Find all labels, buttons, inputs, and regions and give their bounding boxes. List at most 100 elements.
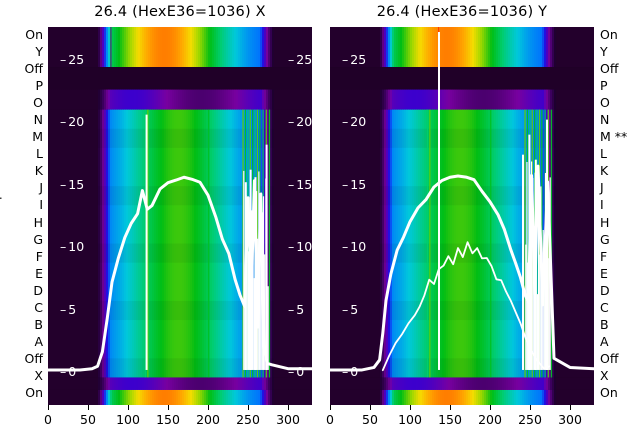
category-tick-k: K — [600, 163, 609, 179]
category-tick-e: E — [600, 265, 608, 281]
category-tick-j: J — [39, 180, 43, 196]
y-tick-label: –20 — [288, 114, 313, 130]
x-tick-mark — [570, 405, 571, 410]
x-tick-label: 50 — [80, 412, 96, 427]
x-tick-mark — [330, 405, 331, 410]
x-tick-label: 300 — [276, 412, 300, 427]
x-tick-mark — [48, 405, 49, 410]
category-tick-o: O — [600, 95, 610, 111]
x-tick-label: 0 — [44, 412, 52, 427]
y-tick-label: –20 — [60, 114, 85, 130]
panel-x-canvas — [48, 27, 312, 405]
y-tick-label: –5 — [288, 301, 305, 317]
y-tick-label: –0 — [60, 364, 77, 380]
category-tick-x: X — [34, 367, 43, 383]
x-tick-mark — [450, 405, 451, 410]
y-tick-label: –15 — [342, 176, 367, 192]
category-tick-a: A — [34, 333, 43, 349]
category-tick-b: B — [34, 316, 43, 332]
x-tick-label: 100 — [116, 412, 140, 427]
y-tick-label: –25 — [342, 51, 367, 67]
x-tick-label: 0 — [326, 412, 334, 427]
category-tick-a: A — [600, 333, 609, 349]
x-tick-label: 200 — [196, 412, 220, 427]
category-tick-e: E — [35, 265, 43, 281]
category-tick-on: On — [25, 27, 43, 42]
panel-y-xaxis: 0 50 100 150 200 250 300 — [326, 405, 594, 439]
category-tick-d: D — [600, 282, 610, 298]
x-tick-label: 300 — [558, 412, 582, 427]
category-tick-y: Y — [600, 44, 608, 60]
x-tick-mark — [248, 405, 249, 410]
y-tick-label: –20 — [342, 114, 367, 130]
panel-x-xaxis: 0 50 100 150 200 250 300 — [44, 405, 312, 439]
category-tick-n: N — [600, 112, 610, 128]
category-tick-b: B — [600, 316, 609, 332]
y-tick-label: –25 — [288, 51, 313, 67]
category-tick-l: L — [600, 146, 607, 162]
category-tick-p: P — [35, 78, 43, 94]
x-tick-label: 200 — [478, 412, 502, 427]
y-tick-label: –5 — [342, 301, 359, 317]
category-tick-y: Y — [35, 44, 43, 60]
category-tick-off: Off — [24, 350, 43, 366]
y-tick-label: –10 — [342, 239, 367, 255]
category-tick-off: Off — [600, 350, 619, 366]
panel-y-heatmap — [330, 27, 594, 405]
category-tick-x: X — [600, 367, 609, 383]
category-tick-c: C — [34, 299, 43, 315]
panel-y-title: 26.4 (HexE36=1036) Y — [376, 4, 548, 20]
y-tick-label: –25 — [60, 51, 85, 67]
category-tick-c: C — [600, 299, 609, 315]
category-tick-m: M — [32, 129, 43, 145]
panel-x-heatmap — [48, 27, 312, 405]
panel-x[interactable] — [48, 27, 312, 405]
category-tick-k: K — [34, 163, 43, 179]
x-tick-label: 50 — [362, 412, 378, 427]
x-tick-label: 150 — [438, 412, 462, 427]
right-category-axis: On Y Off P O N M ** L K J I H G F E D C B A Off X On — [596, 27, 640, 405]
category-tick-p: P — [600, 78, 608, 94]
category-tick-j: J — [600, 180, 604, 196]
category-tick-off: Off — [600, 61, 619, 77]
category-tick-i: I — [600, 197, 604, 213]
y-tick-label: –0 — [342, 364, 359, 380]
x-tick-mark — [128, 405, 129, 410]
category-tick-g: G — [33, 231, 43, 247]
y-tick-label: –10 — [288, 239, 313, 255]
x-tick-mark — [530, 405, 531, 410]
y-axis-label: Dipole — [0, 173, 2, 213]
category-tick-n: N — [33, 112, 43, 128]
category-tick-h: H — [600, 214, 610, 230]
y-tick-label: –10 — [60, 239, 85, 255]
panel-y[interactable] — [330, 27, 594, 405]
category-tick-on: On — [600, 27, 618, 42]
category-tick-f: F — [600, 248, 608, 264]
x-tick-mark — [370, 405, 371, 410]
y-tick-label: –5 — [60, 301, 77, 317]
x-tick-mark — [88, 405, 89, 410]
category-tick-f: F — [35, 248, 43, 264]
x-tick-label: 250 — [518, 412, 542, 427]
category-tick-o: O — [33, 95, 43, 111]
category-tick-h: H — [33, 214, 43, 230]
y-tick-label: –15 — [288, 176, 313, 192]
x-tick-mark — [490, 405, 491, 410]
category-tick-i: I — [39, 197, 43, 213]
x-tick-mark — [288, 405, 289, 410]
y-tick-label: –15 — [60, 176, 85, 192]
category-tick-g: G — [600, 231, 610, 247]
x-tick-mark — [208, 405, 209, 410]
left-category-axis: Dipole On Y Off P O N M L K J I H G F E D C B A Off X On — [0, 27, 46, 405]
category-tick-on: On — [600, 385, 618, 400]
panel-y-canvas — [330, 27, 594, 405]
category-tick-l: L — [36, 146, 43, 162]
x-tick-label: 150 — [156, 412, 180, 427]
x-tick-mark — [410, 405, 411, 410]
category-tick-m: M ** — [600, 129, 628, 145]
x-tick-label: 100 — [398, 412, 422, 427]
x-tick-mark — [168, 405, 169, 410]
category-tick-off: Off — [24, 61, 43, 77]
category-tick-on: On — [25, 385, 43, 400]
